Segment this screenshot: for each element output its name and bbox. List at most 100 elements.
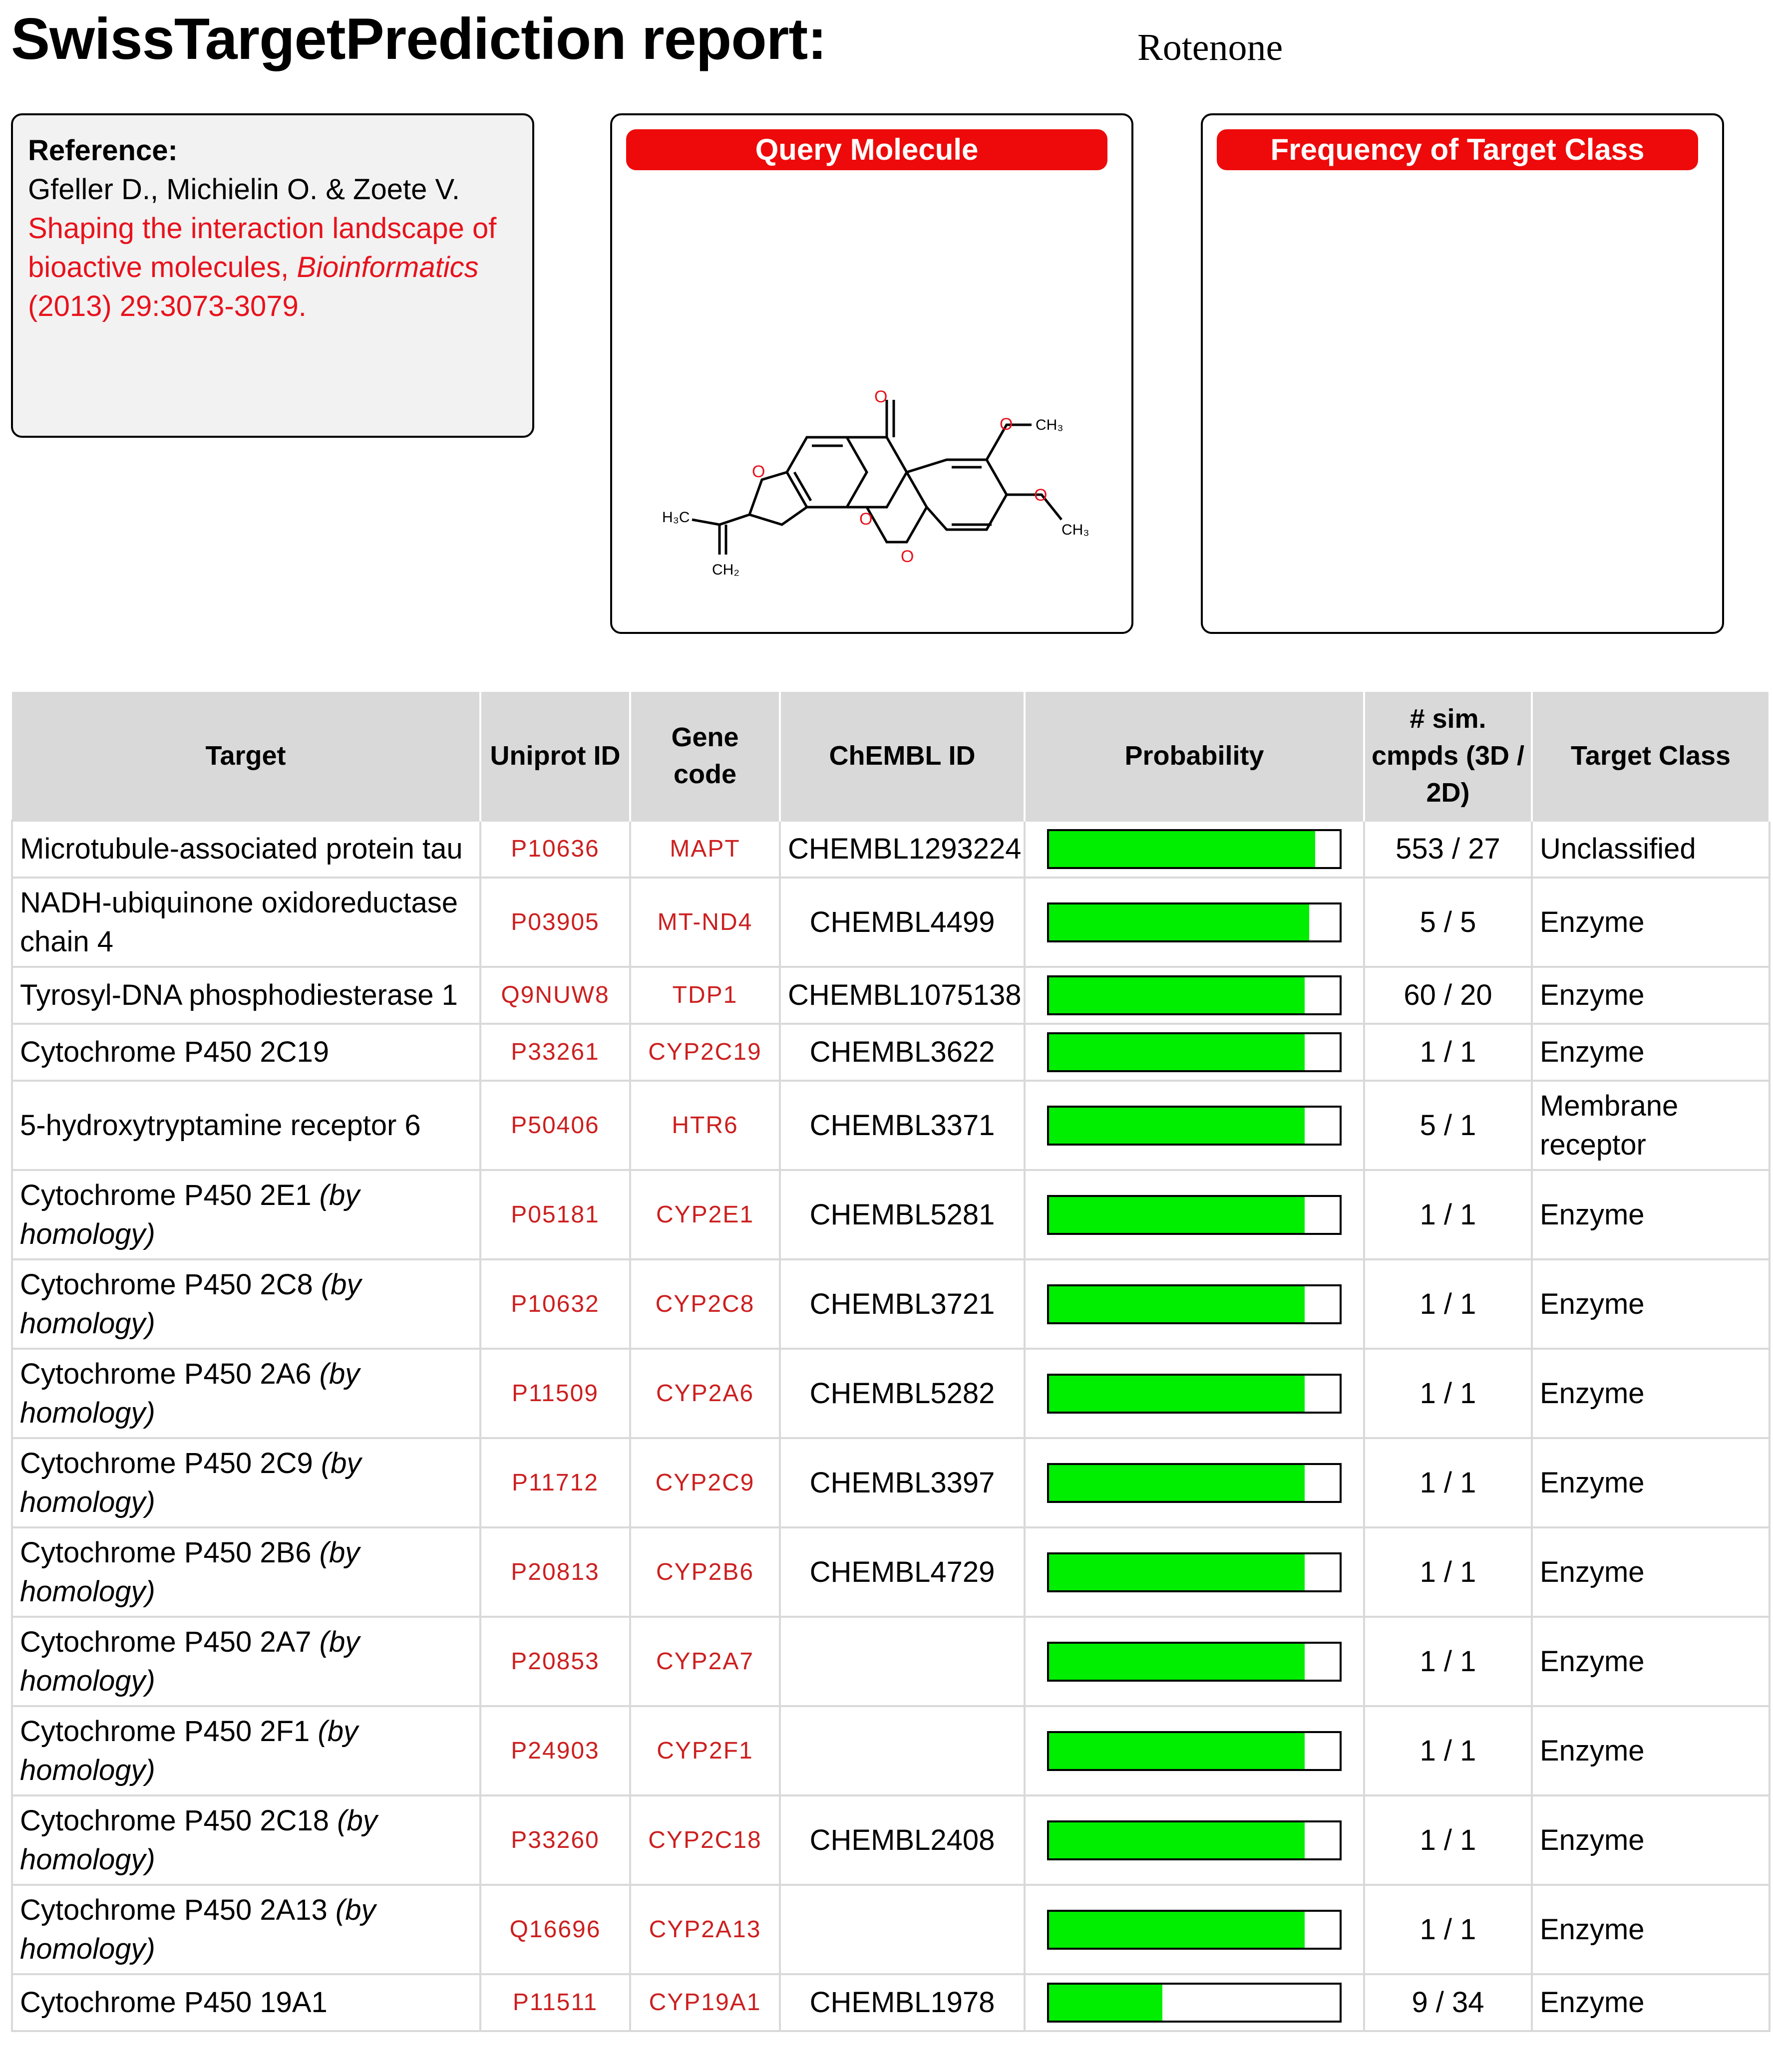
target-class: Unclassified xyxy=(1532,820,1771,878)
probability-cell xyxy=(1025,1884,1365,1974)
target-cell: Microtubule-associated protein tau xyxy=(11,820,481,878)
gene-header[interactable]: Gene code xyxy=(630,692,781,821)
chembl-header[interactable]: ChEMBL ID xyxy=(780,692,1026,821)
chembl-id: CHEMBL3371 xyxy=(780,1080,1026,1170)
target-class: Enzyme xyxy=(1532,1348,1771,1438)
probability-header[interactable]: Probability xyxy=(1025,692,1365,821)
methyl-label: H₃C xyxy=(662,509,690,526)
chembl-id: CHEMBL5281 xyxy=(780,1169,1026,1259)
query-molecule-panel: Query Molecule O O O O xyxy=(610,113,1133,634)
table-row: Cytochrome P450 2A7 (by homology) P20853 C… xyxy=(11,1616,1771,1706)
chembl-id: CHEMBL1075138 xyxy=(780,966,1026,1024)
uniprot-link[interactable]: P33260 xyxy=(480,1794,631,1885)
gene-link[interactable]: CYP2C8 xyxy=(630,1258,781,1349)
target-name: Microtubule-associated protein tau xyxy=(20,833,463,865)
report-title: SwissTargetPrediction report: xyxy=(11,6,827,71)
table-row: NADH-ubiquinone oxidoreductase chain 4 P0… xyxy=(11,877,1771,967)
homology-note: (by homology) xyxy=(20,1715,358,1786)
ring-oxygen-label: O xyxy=(901,547,914,566)
uniprot-link[interactable]: Q16696 xyxy=(480,1884,631,1974)
target-class: Enzyme xyxy=(1532,1884,1771,1974)
probability-fill xyxy=(1049,1034,1305,1070)
target-class: Enzyme xyxy=(1532,1616,1771,1706)
gene-link[interactable]: CYP2A6 xyxy=(630,1348,781,1438)
target-class: Enzyme xyxy=(1532,1169,1771,1259)
methyl-top-label: CH₃ xyxy=(1036,417,1064,433)
gene-link[interactable]: HTR6 xyxy=(630,1080,781,1170)
sim-cmpds: 5 / 1 xyxy=(1364,1080,1533,1170)
probability-cell xyxy=(1025,877,1365,967)
methoxy-oxygen-bottom-label: O xyxy=(1034,486,1047,505)
probability-fill xyxy=(1049,1286,1305,1322)
probability-cell xyxy=(1025,1348,1365,1438)
probability-cell xyxy=(1025,1794,1365,1885)
gene-link[interactable]: CYP2A13 xyxy=(630,1884,781,1974)
table-row: Cytochrome P450 2C19 P33261 CYP2C19 CHEMBL3… xyxy=(11,1023,1771,1081)
uniprot-link[interactable]: P11511 xyxy=(480,1973,631,2032)
gene-link[interactable]: MAPT xyxy=(630,820,781,878)
target-class: Enzyme xyxy=(1532,877,1771,967)
homology-note: (by homology) xyxy=(20,1804,377,1876)
probability-fill xyxy=(1049,1554,1305,1590)
uniprot-header[interactable]: Uniprot ID xyxy=(480,692,631,821)
gene-link[interactable]: CYP2B6 xyxy=(630,1526,781,1617)
chembl-id xyxy=(780,1884,1026,1974)
uniprot-link[interactable]: P11509 xyxy=(480,1348,631,1438)
gene-link[interactable]: CYP2F1 xyxy=(630,1705,781,1795)
probability-bar xyxy=(1047,1909,1342,1950)
sim-cmpds: 1 / 1 xyxy=(1364,1616,1533,1706)
target-header[interactable]: Target xyxy=(12,692,481,821)
probability-fill xyxy=(1049,1985,1162,2021)
target-cell: Cytochrome P450 2C8 (by homology) xyxy=(11,1258,481,1349)
uniprot-link[interactable]: P10636 xyxy=(480,820,631,878)
uniprot-link[interactable]: Q9NUW8 xyxy=(480,966,631,1024)
probability-bar xyxy=(1047,1731,1342,1771)
probability-bar xyxy=(1047,1032,1342,1072)
table-row: Microtubule-associated protein tau P10636… xyxy=(11,820,1771,878)
target-name: Cytochrome P450 2A6 xyxy=(20,1357,320,1390)
uniprot-link[interactable]: P24903 xyxy=(480,1705,631,1795)
target-class-header[interactable]: Target Class xyxy=(1532,692,1771,821)
molecule-structure: O O O O O O H₃C CH₂ CH₃ CH₃ xyxy=(662,387,1089,578)
target-name: 5-hydroxytryptamine receptor 6 xyxy=(20,1109,421,1142)
probability-cell xyxy=(1025,1526,1365,1617)
uniprot-link[interactable]: P33261 xyxy=(480,1023,631,1081)
probability-bar xyxy=(1047,1820,1342,1860)
sim-cmpds: 1 / 1 xyxy=(1364,1348,1533,1438)
uniprot-link[interactable]: P20853 xyxy=(480,1616,631,1706)
gene-link[interactable]: CYP2C9 xyxy=(630,1437,781,1527)
probability-fill xyxy=(1049,1911,1305,1948)
furan-oxygen-label: O xyxy=(752,462,765,481)
chembl-id: CHEMBL3721 xyxy=(780,1258,1026,1349)
uniprot-link[interactable]: P11712 xyxy=(480,1437,631,1527)
sim-cmpds: 1 / 1 xyxy=(1364,1023,1533,1081)
target-class: Enzyme xyxy=(1532,1023,1771,1081)
uniprot-link[interactable]: P10632 xyxy=(480,1258,631,1349)
sim-cmpds-header[interactable]: # sim. cmpds (3D / 2D) xyxy=(1364,692,1533,821)
target-name: Cytochrome P450 2C8 xyxy=(20,1268,321,1301)
uniprot-link[interactable]: P50406 xyxy=(480,1080,631,1170)
target-cell: Cytochrome P450 19A1 xyxy=(11,1973,481,2032)
chembl-id: CHEMBL3622 xyxy=(780,1023,1026,1081)
chembl-id: CHEMBL1978 xyxy=(780,1973,1026,2032)
uniprot-link[interactable]: P20813 xyxy=(480,1526,631,1617)
sim-cmpds: 1 / 1 xyxy=(1364,1437,1533,1527)
gene-link[interactable]: CYP2C19 xyxy=(630,1023,781,1081)
gene-link[interactable]: CYP2A7 xyxy=(630,1616,781,1706)
reference-link[interactable]: Shaping the interaction landscape of bio… xyxy=(28,209,517,326)
sim-cmpds: 1 / 1 xyxy=(1364,1169,1533,1259)
homology-note: (by homology) xyxy=(20,1536,360,1608)
gene-link[interactable]: CYP19A1 xyxy=(630,1973,781,2032)
gene-link[interactable]: CYP2E1 xyxy=(630,1169,781,1259)
gene-link[interactable]: CYP2C18 xyxy=(630,1794,781,1885)
gene-link[interactable]: MT-ND4 xyxy=(630,877,781,967)
target-cell: Cytochrome P450 2A13 (by homology) xyxy=(11,1884,481,1974)
table-row: Cytochrome P450 19A1 P11511 CYP19A1 CHEMBL1… xyxy=(11,1973,1771,2032)
uniprot-link[interactable]: P05181 xyxy=(480,1169,631,1259)
uniprot-link[interactable]: P03905 xyxy=(480,877,631,967)
probability-cell xyxy=(1025,1437,1365,1527)
query-molecule-header: Query Molecule xyxy=(626,129,1107,170)
gene-link[interactable]: TDP1 xyxy=(630,966,781,1024)
probability-fill xyxy=(1049,977,1305,1013)
probability-cell xyxy=(1025,1080,1365,1170)
